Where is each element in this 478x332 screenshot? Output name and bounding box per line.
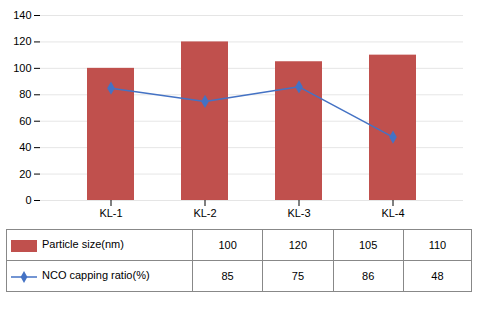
svg-text:140: 140 bbox=[13, 9, 31, 21]
html-text:100: 100 bbox=[218, 239, 237, 251]
html-text:75: 75 bbox=[291, 270, 304, 282]
html-text:105: 105 bbox=[359, 239, 378, 251]
svg-text:0: 0 bbox=[25, 194, 31, 206]
html-text:Particle size(nm): Particle size(nm) bbox=[42, 238, 124, 251]
html-text:NCO capping ratio(%): NCO capping ratio(%) bbox=[42, 269, 150, 282]
html-text:48: 48 bbox=[431, 270, 444, 282]
html-text:86: 86 bbox=[362, 270, 375, 282]
html-text:120: 120 bbox=[288, 239, 308, 251]
html-text:110: 110 bbox=[428, 239, 447, 251]
svg-text:120: 120 bbox=[13, 35, 31, 47]
svg-text:KL-1: KL-1 bbox=[99, 207, 122, 219]
svg-text:KL-2: KL-2 bbox=[193, 207, 216, 219]
svg-text:100: 100 bbox=[13, 62, 31, 74]
svg-text:80: 80 bbox=[19, 88, 31, 100]
svg-text:KL-3: KL-3 bbox=[287, 207, 310, 219]
svg-text:20: 20 bbox=[19, 168, 31, 180]
svg-text:60: 60 bbox=[19, 115, 31, 127]
svg-text:40: 40 bbox=[19, 141, 31, 153]
svg-text:KL-4: KL-4 bbox=[381, 207, 404, 219]
html-text:85: 85 bbox=[221, 270, 234, 282]
